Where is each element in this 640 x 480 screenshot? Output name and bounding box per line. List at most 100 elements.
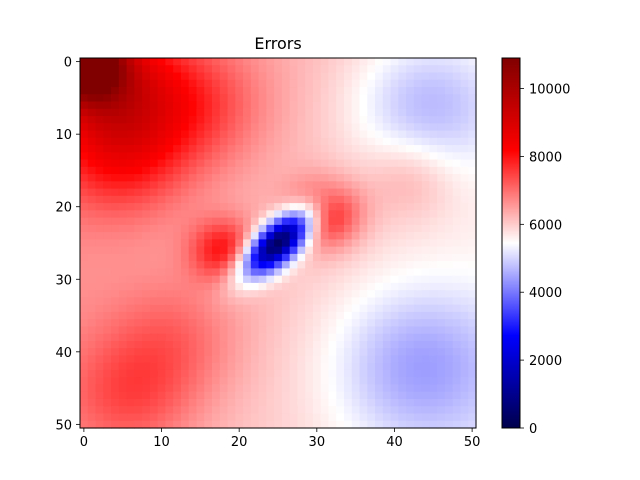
heatmap-cell <box>328 348 337 357</box>
heatmap-cell <box>390 137 399 146</box>
heatmap-cell <box>460 159 469 168</box>
heatmap-cell <box>460 174 469 182</box>
heatmap-cell <box>390 311 399 320</box>
heatmap-cell <box>460 224 469 233</box>
heatmap-cell <box>390 174 399 182</box>
heatmap-cell <box>359 420 368 429</box>
heatmap-cell <box>258 391 267 400</box>
heatmap-cell <box>297 377 306 386</box>
heatmap-cell <box>157 420 167 429</box>
heatmap-cell <box>382 130 392 139</box>
heatmap-cell <box>173 195 182 204</box>
heatmap-cell <box>344 123 353 132</box>
heatmap-cell <box>289 174 299 182</box>
heatmap-cell <box>149 79 159 88</box>
heatmap-cell <box>297 369 306 378</box>
heatmap-cell <box>95 391 104 400</box>
heatmap-cell <box>406 224 415 233</box>
heatmap-cell <box>281 340 291 349</box>
heatmap-cell <box>250 232 260 240</box>
heatmap-cell <box>204 304 213 313</box>
heatmap-cell <box>196 406 205 415</box>
heatmap-cell <box>188 413 198 422</box>
heatmap-cell <box>204 369 213 378</box>
heatmap-cell <box>149 398 159 407</box>
heatmap-cell <box>118 311 128 320</box>
heatmap-cell <box>367 137 376 146</box>
heatmap-cell <box>320 377 330 386</box>
heatmap-cell <box>157 297 167 306</box>
heatmap-cell <box>111 261 120 269</box>
heatmap-cell <box>142 137 151 146</box>
heatmap-cell <box>165 304 174 313</box>
heatmap-cell <box>281 181 291 190</box>
heatmap-cell <box>266 268 275 277</box>
heatmap-cell <box>212 311 221 320</box>
heatmap-cell <box>390 282 399 291</box>
heatmap-cell <box>204 290 213 299</box>
heatmap-cell <box>212 166 221 175</box>
heatmap-cell <box>460 261 469 269</box>
heatmap-cell <box>212 72 221 81</box>
heatmap-cell <box>80 203 89 211</box>
heatmap-cell <box>460 195 469 204</box>
heatmap-cell <box>468 87 477 95</box>
heatmap-cell <box>188 398 198 407</box>
heatmap-cell <box>359 224 368 233</box>
heatmap-cell <box>429 290 438 299</box>
heatmap-cell <box>390 224 399 233</box>
heatmap-cell <box>437 87 446 95</box>
heatmap-cell <box>134 311 143 320</box>
heatmap-cell <box>390 304 399 313</box>
heatmap-cell <box>243 116 252 124</box>
heatmap-cell <box>375 311 384 320</box>
heatmap-cell <box>274 384 283 393</box>
heatmap-cell <box>103 188 112 197</box>
heatmap-cell <box>111 72 120 81</box>
heatmap-cell <box>95 94 104 103</box>
heatmap-cell <box>157 87 167 95</box>
heatmap-cell <box>258 413 267 422</box>
heatmap-cell <box>266 355 275 364</box>
colorbar-gradient <box>501 57 521 429</box>
heatmap-cell <box>103 217 112 226</box>
heatmap-cell <box>382 384 392 393</box>
heatmap-cell <box>219 108 229 117</box>
heatmap-cell <box>437 94 446 103</box>
heatmap-cell <box>281 159 291 168</box>
colorbar-tick-label: 6000 <box>529 218 562 233</box>
heatmap-cell <box>351 203 361 211</box>
heatmap-cell <box>468 275 477 284</box>
heatmap-cell <box>437 268 446 277</box>
heatmap-cell <box>250 159 260 168</box>
heatmap-cell <box>382 311 392 320</box>
heatmap-cell <box>375 87 384 95</box>
heatmap-cell <box>274 72 283 81</box>
heatmap-cell <box>344 137 353 146</box>
heatmap-cell <box>281 137 291 146</box>
heatmap-cell <box>468 137 477 146</box>
heatmap-cell <box>126 304 135 313</box>
heatmap-cell <box>344 326 353 335</box>
heatmap-cell <box>118 377 128 386</box>
heatmap-cell <box>134 326 143 335</box>
heatmap-cell <box>344 377 353 386</box>
heatmap-cell <box>281 282 291 291</box>
heatmap-cell <box>390 166 399 175</box>
heatmap-cell <box>80 232 89 240</box>
heatmap-cell <box>180 311 190 320</box>
heatmap-cell <box>165 195 174 204</box>
heatmap-cell <box>297 239 306 248</box>
heatmap-cell <box>243 340 252 349</box>
heatmap-cell <box>444 123 454 132</box>
heatmap-cell <box>118 261 128 269</box>
heatmap-cell <box>320 116 330 124</box>
heatmap-cell <box>87 369 97 378</box>
heatmap-cell <box>157 377 167 386</box>
heatmap-cell <box>398 203 407 211</box>
heatmap-cell <box>305 123 314 132</box>
heatmap-cell <box>359 384 368 393</box>
heatmap-cell <box>289 290 299 299</box>
heatmap-cell <box>336 130 345 139</box>
heatmap-cell <box>196 210 205 219</box>
